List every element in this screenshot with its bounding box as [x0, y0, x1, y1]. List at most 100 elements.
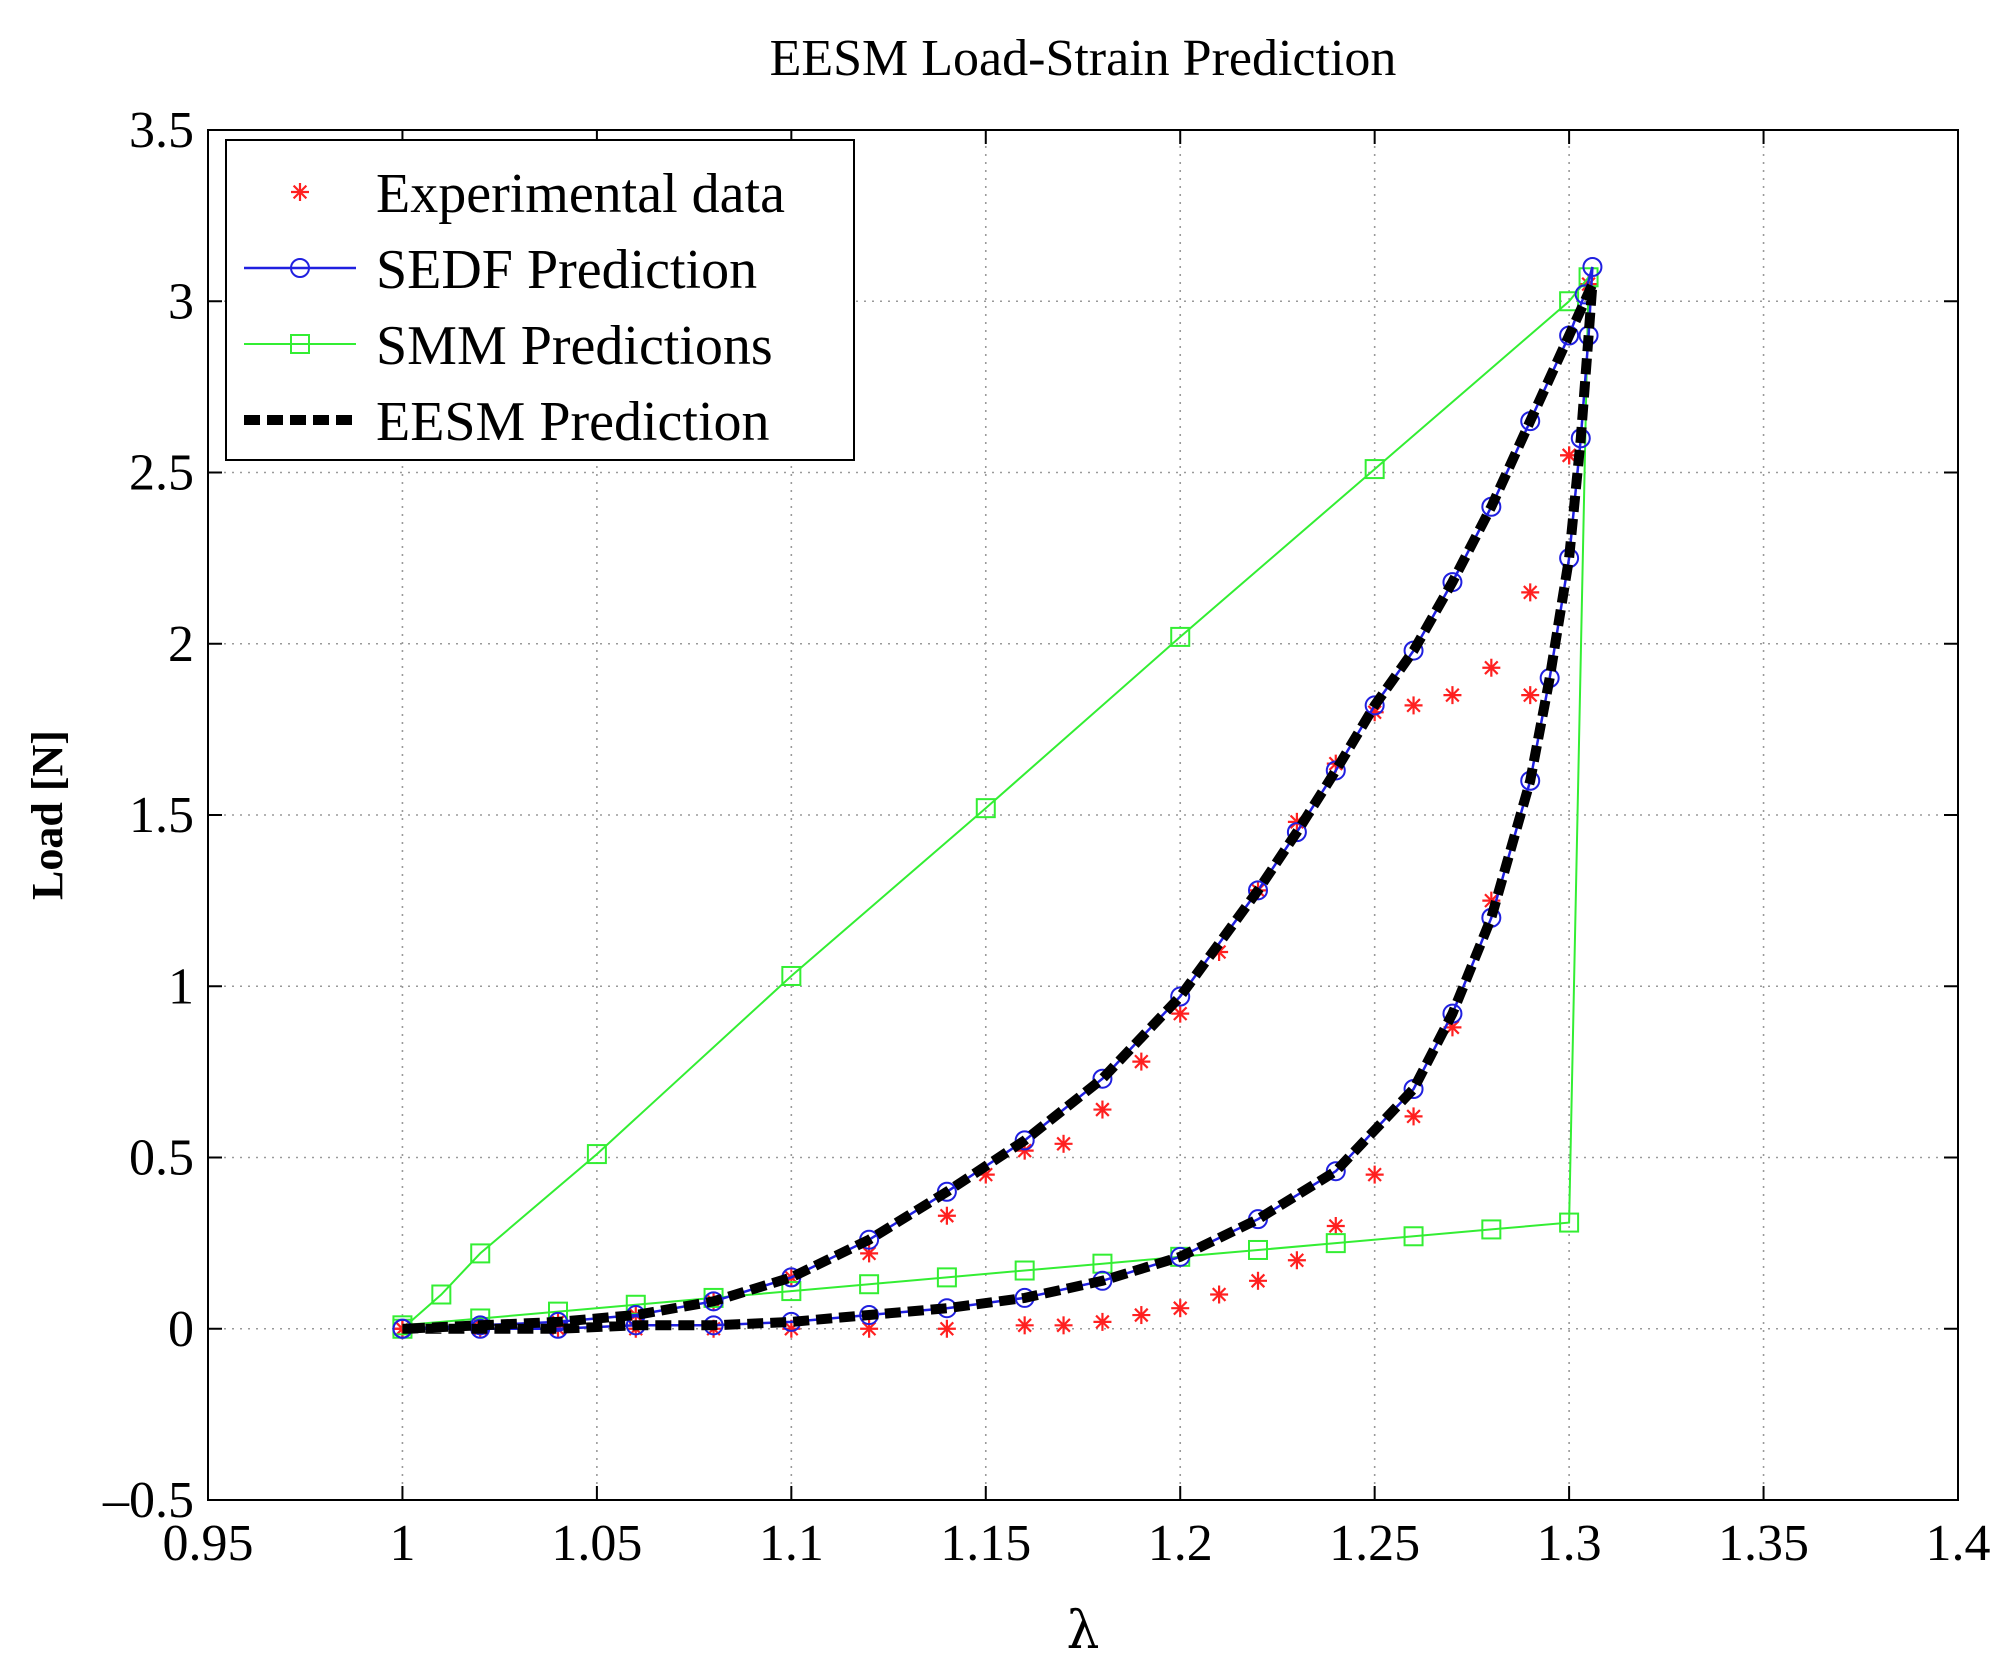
- asterisk-stroke: [1134, 1054, 1149, 1069]
- data-point-smm-predictions: [1170, 626, 1191, 647]
- asterisk-stroke: [292, 184, 308, 200]
- legend-item-smm-predictions: SMM Predictions: [244, 315, 773, 377]
- x-tick-label: 1.25: [1329, 1515, 1420, 1572]
- y-tick-label: 0.5: [129, 1130, 194, 1187]
- data-point-experimental-data: [1054, 1134, 1073, 1153]
- data-point-experimental-data: [1132, 1306, 1151, 1325]
- data-point-smm-predictions: [1248, 1239, 1268, 1260]
- asterisk-stroke: [1561, 448, 1577, 463]
- asterisk-stroke: [1445, 687, 1460, 703]
- x-tick-label: 1.2: [1148, 1515, 1213, 1572]
- data-point-experimental-data: [860, 1244, 879, 1263]
- asterisk-stroke: [1289, 1253, 1305, 1268]
- asterisk-stroke: [1056, 1318, 1071, 1333]
- data-point-smm-predictions: [781, 965, 802, 986]
- asterisk-stroke: [1211, 1287, 1227, 1302]
- x-tick-label: 1: [389, 1515, 415, 1572]
- data-point-experimental-data: [1482, 658, 1501, 677]
- legend-item-sedf-prediction: SEDF Prediction: [244, 239, 757, 301]
- x-tick-label: 1.4: [1926, 1515, 1991, 1572]
- data-point-experimental-data: [1521, 686, 1540, 705]
- asterisk-stroke: [939, 1208, 955, 1223]
- data-point-experimental-data: [1249, 1271, 1267, 1290]
- legend-box: [225, 139, 855, 461]
- axis-ticks: 0.95 1 1.05 1.1 1.15 1.2 1.25 1.3 1.35 1.4 –0.5 0 0.…: [102, 102, 1991, 1572]
- data-point-sedf-prediction: [1170, 986, 1191, 1007]
- legend-marker-sedf-prediction: [290, 258, 310, 278]
- asterisk-stroke: [1406, 698, 1421, 713]
- y-tick-label: 3.5: [129, 102, 194, 159]
- data-point-experimental-data: [937, 1206, 956, 1225]
- data-point-sedf-prediction: [1582, 257, 1603, 277]
- data-point-experimental-data: [1365, 1165, 1384, 1184]
- asterisk-stroke: [861, 1246, 877, 1261]
- legend-marker-experimental-data: [291, 183, 309, 201]
- data-point-experimental-data: [1521, 583, 1540, 602]
- legend-marker-smm-predictions: [290, 334, 310, 354]
- series-eesm-prediction: [402, 282, 1598, 1334]
- asterisk-stroke: [978, 1167, 993, 1182]
- data-point-sedf-prediction: [1014, 1130, 1035, 1151]
- data-point-experimental-data: [1015, 1316, 1034, 1335]
- asterisk-stroke: [861, 1321, 877, 1336]
- data-point-sedf-prediction: [1364, 695, 1385, 716]
- legend-label-eesm-prediction: EESM Prediction: [376, 391, 770, 453]
- y-tick-label: 1: [168, 958, 194, 1015]
- data-point-experimental-data: [1132, 1052, 1151, 1071]
- data-point-experimental-data: [860, 1319, 879, 1338]
- x-tick-label: 1.15: [940, 1515, 1031, 1572]
- x-tick-label: 1.05: [551, 1515, 642, 1572]
- data-point-experimental-data: [1054, 1316, 1073, 1335]
- x-tick-label: 1.3: [1537, 1515, 1602, 1572]
- data-point-smm-predictions: [975, 798, 996, 819]
- asterisk-stroke: [1406, 1109, 1421, 1124]
- data-point-smm-predictions: [1325, 1233, 1346, 1254]
- data-point-smm-predictions: [470, 1243, 491, 1264]
- legend-item-eesm-prediction: EESM Prediction: [244, 391, 770, 453]
- x-axis-label: λ: [1067, 1601, 1100, 1661]
- data-point-sedf-prediction: [859, 1305, 880, 1326]
- data-point-experimental-data: [1326, 1217, 1345, 1235]
- data-point-experimental-data: [937, 1319, 956, 1338]
- x-tick-label: 1.1: [759, 1515, 824, 1572]
- y-tick-label: 3: [168, 273, 194, 330]
- asterisk-stroke: [1367, 1167, 1382, 1182]
- data-point-experimental-data: [1287, 1251, 1306, 1270]
- chart-title: EESM Load-Strain Prediction: [770, 30, 1397, 87]
- data-point-smm-predictions: [781, 1281, 802, 1302]
- y-tick-label: 2: [168, 616, 194, 673]
- data-point-smm-predictions: [431, 1284, 452, 1305]
- data-point-experimental-data: [1560, 446, 1579, 465]
- asterisk-stroke: [939, 1321, 955, 1336]
- data-point-smm-predictions: [586, 1144, 607, 1165]
- data-point-smm-predictions: [1014, 1260, 1035, 1281]
- data-point-sedf-prediction: [1248, 880, 1268, 901]
- x-tick-label: 0.95: [163, 1515, 254, 1572]
- data-point-experimental-data: [1210, 1285, 1229, 1304]
- data-point-experimental-data: [1404, 1107, 1423, 1126]
- asterisk-stroke: [1017, 1318, 1032, 1333]
- asterisk-stroke: [1484, 660, 1499, 675]
- data-point-experimental-data: [1093, 1312, 1112, 1331]
- asterisk-stroke: [1523, 585, 1538, 600]
- asterisk-stroke: [1095, 1314, 1110, 1330]
- legend: Experimental data SEDF Prediction SMM Pred…: [225, 139, 855, 461]
- data-point-sedf-prediction: [1092, 1068, 1113, 1089]
- data-point-smm-predictions: [936, 1267, 957, 1288]
- data-point-experimental-data: [1093, 1100, 1112, 1119]
- legend-label-smm-predictions: SMM Predictions: [376, 315, 773, 377]
- y-tick-label: 0: [168, 1301, 194, 1358]
- x-tick-label: 1.35: [1718, 1515, 1809, 1572]
- legend-label-sedf-prediction: SEDF Prediction: [376, 239, 757, 301]
- asterisk-stroke: [1134, 1307, 1149, 1323]
- data-point-smm-predictions: [1481, 1219, 1502, 1240]
- y-axis-label: Load [N]: [23, 730, 72, 900]
- legend-label-experimental-data: Experimental data: [376, 163, 785, 225]
- asterisk-stroke: [1523, 687, 1538, 703]
- legend-item-experimental-data: Experimental data: [291, 163, 785, 225]
- asterisk-stroke: [1173, 1301, 1188, 1316]
- y-tick-label: –0.5: [102, 1472, 194, 1529]
- series-line-eesm-prediction: [402, 282, 1598, 1334]
- asterisk-stroke: [1017, 1143, 1032, 1158]
